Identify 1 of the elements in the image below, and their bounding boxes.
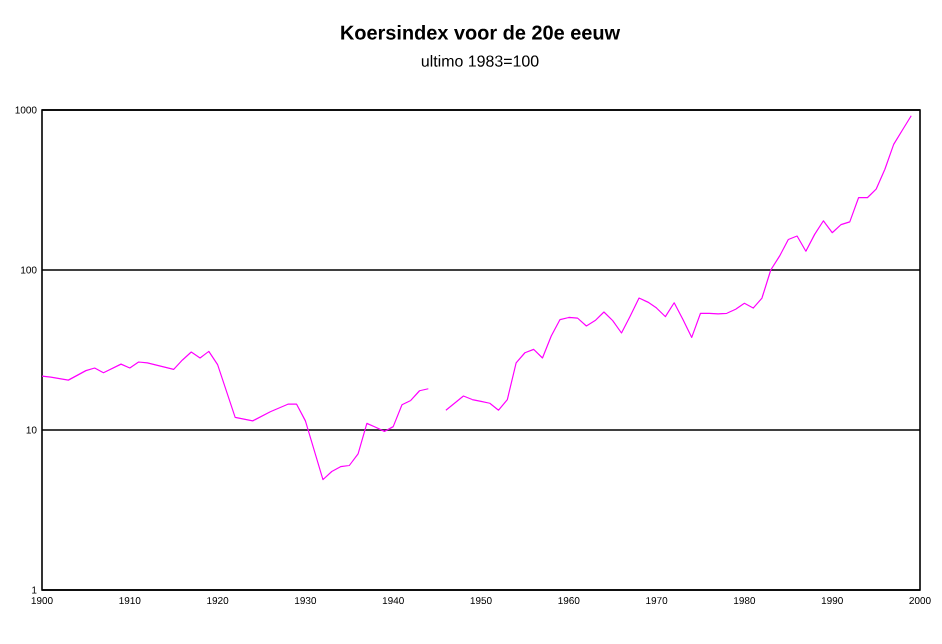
chart-title: Koersindex voor de 20e eeuw <box>341 25 621 40</box>
